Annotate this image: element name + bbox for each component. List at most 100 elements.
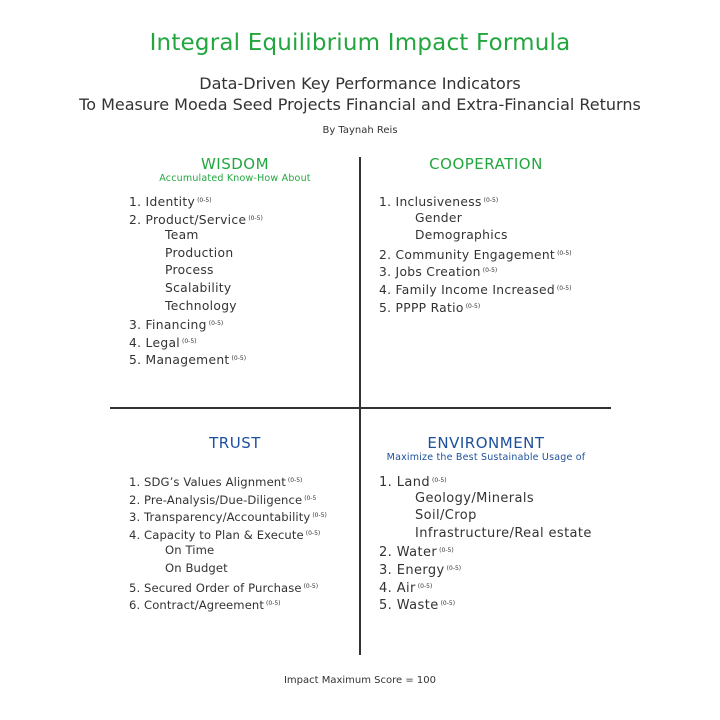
wisdom-item-label: 4. Legal [129, 335, 180, 350]
environment-sub-item: Infrastructure/Real estate [379, 525, 592, 543]
cooperation-item-score-range: (0-5) [557, 249, 572, 257]
wisdom-list-item: 2. Product/Service (0-5) [129, 210, 263, 228]
wisdom-title: WISDOM [200, 155, 270, 173]
wisdom-item-score-range: (0-5) [231, 355, 247, 363]
environment-item-label: 3. Energy [379, 562, 445, 578]
cooperation-item-label: Gender [415, 210, 463, 225]
cooperation-item-label: 2. Community Engagement [379, 247, 556, 262]
cooperation-sub-item: Gender [379, 210, 572, 228]
environment-sub-item: Soil/Crop [379, 507, 592, 525]
cooperation-list-item: 5. PPPP Ratio (0-5) [379, 298, 572, 316]
trust-list-item: 2. Pre-Analysis/Due-Diligence (0-5 [129, 490, 327, 508]
environment-item-score-range: (0-5) [440, 600, 456, 608]
environment-list: 1. Land (0-5) Geology/Minerals Soil/Crop Inf… [379, 472, 592, 613]
cooperation-header: COOPERATION [386, 155, 586, 173]
wisdom-item-score-range: (0-5) [182, 337, 197, 345]
cooperation-list-item: 4. Family Income Increased (0-5) [379, 280, 572, 298]
trust-list-item: 3. Transparency/Accountability (0-5) [129, 507, 327, 525]
wisdom-item-label: 5. Management [129, 353, 230, 368]
trust-item-score-range: (0-5 [304, 494, 317, 502]
wisdom-sub-item: Team [129, 227, 263, 245]
trust-item-label: 4. Capacity to Plan & Execute [129, 527, 304, 542]
wisdom-item-label: Team [165, 228, 199, 243]
environment-item-label: 2. Water [379, 545, 438, 561]
cooperation-item-label: 5. PPPP Ratio [379, 300, 464, 315]
trust-title: TRUST [209, 434, 261, 452]
cooperation-list-item: 3. Jobs Creation (0-5) [379, 262, 572, 280]
environment-list-item: 1. Land (0-5) [379, 472, 592, 490]
trust-item-score-range: (0-5) [312, 512, 327, 520]
environment-item-score-range: (0-5) [439, 547, 454, 555]
environment-list-item: 4. Air (0-5) [379, 578, 592, 596]
trust-header: TRUST [135, 434, 335, 452]
trust-sub-item: On Time [129, 542, 327, 560]
environment-item-score-range: (0-5) [446, 564, 462, 572]
trust-item-label: 3. Transparency/Accountability [129, 510, 311, 525]
trust-list-item: 5. Secured Order of Purchase (0-5) [129, 578, 327, 596]
wisdom-header: WISDOM Accumulated Know-How About [135, 155, 335, 184]
cooperation-item-score-range: (0-5) [482, 267, 498, 275]
wisdom-list-item: 1. Identity (0-5) [129, 192, 263, 210]
environment-subtitle: Maximize the Best Sustainable Usage of [386, 452, 586, 463]
environment-item-label: 1. Land [379, 475, 431, 490]
environment-item-label: Soil/Crop [415, 508, 477, 524]
footer-note: Impact Maximum Score = 100 [283, 675, 437, 686]
trust-item-label: 1. SDG’s Values Alignment [129, 475, 286, 489]
wisdom-item-score-range: (0-5) [208, 320, 224, 328]
wisdom-item-label: Production [165, 245, 234, 260]
trust-item-label: 5. Secured Order of Purchase [129, 580, 302, 595]
environment-item-score-range: (0-5) [417, 582, 433, 590]
trust-item-label: 6. Contract/Agreement [129, 598, 265, 613]
page-title: Integral Equilibrium Impact Formula [149, 30, 571, 56]
page-subtitle: Data-Driven Key Performance Indicators T… [0, 73, 720, 115]
trust-list: 1. SDG’s Values Alignment (0-5) 2. Pre-Ana… [129, 472, 327, 613]
wisdom-item-label: Technology [165, 298, 237, 313]
wisdom-item-label: 2. Product/Service [129, 212, 247, 227]
wisdom-subtitle: Accumulated Know-How About [159, 173, 311, 184]
wisdom-list-item: 3. Financing (0-5) [129, 315, 263, 333]
trust-item-label: On Time [165, 543, 215, 558]
environment-title: ENVIRONMENT [427, 434, 545, 452]
cooperation-title: COOPERATION [429, 155, 543, 173]
wisdom-sub-item: Technology [129, 298, 263, 316]
wisdom-item-label: 1. Identity [129, 195, 196, 209]
horizontal-divider [110, 407, 611, 409]
vertical-divider [359, 157, 361, 655]
environment-item-label: 4. Air [379, 580, 416, 596]
wisdom-sub-item: Process [129, 262, 263, 280]
cooperation-sub-item: Demographics [379, 227, 572, 245]
trust-item-label: 2. Pre-Analysis/Due-Diligence [129, 492, 303, 507]
wisdom-list-item: 4. Legal (0-5) [129, 333, 263, 351]
environment-item-score-range: (0-5) [432, 477, 447, 484]
trust-item-score-range: (0-5) [305, 529, 321, 537]
wisdom-item-label: 3. Financing [129, 318, 207, 333]
wisdom-sub-item: Scalability [129, 280, 263, 298]
environment-list-item: 3. Energy (0-5) [379, 560, 592, 578]
cooperation-item-label: 3. Jobs Creation [379, 265, 481, 280]
wisdom-item-label: Process [165, 263, 214, 278]
environment-sub-item: Geology/Minerals [379, 490, 592, 508]
wisdom-item-label: Scalability [165, 280, 232, 295]
environment-item-label: 5. Waste [379, 598, 439, 614]
environment-list-item: 2. Water (0-5) [379, 542, 592, 560]
cooperation-item-label: 4. Family Income Increased [379, 282, 555, 297]
cooperation-item-score-range: (0-5) [465, 302, 481, 310]
trust-item-score-range: (0-5) [303, 582, 319, 590]
trust-item-label: On Budget [165, 560, 228, 575]
cooperation-list-item: 1. Inclusiveness (0-5) [379, 192, 572, 210]
environment-list-item: 5. Waste (0-5) [379, 595, 592, 613]
author-credit: By Taynah Reis [322, 125, 398, 136]
subtitle-line-2: To Measure Moeda Seed Projects Financial… [79, 95, 641, 114]
trust-item-score-range: (0-5) [266, 600, 281, 608]
cooperation-list: 1. Inclusiveness (0-5) Gender Demographics 2… [379, 192, 572, 315]
wisdom-sub-item: Production [129, 245, 263, 263]
wisdom-item-score-range: (0-5) [248, 214, 263, 222]
cooperation-item-label: 1. Inclusiveness [379, 195, 482, 209]
environment-item-label: Geology/Minerals [415, 490, 535, 506]
trust-list-item: 4. Capacity to Plan & Execute (0-5) [129, 525, 327, 543]
environment-header: ENVIRONMENT Maximize the Best Sustainabl… [386, 434, 586, 463]
environment-item-label: Infrastructure/Real estate [415, 525, 592, 541]
cooperation-item-label: Demographics [415, 228, 508, 243]
wisdom-item-score-range: (0-5) [197, 197, 212, 204]
cooperation-list-item: 2. Community Engagement (0-5) [379, 245, 572, 263]
